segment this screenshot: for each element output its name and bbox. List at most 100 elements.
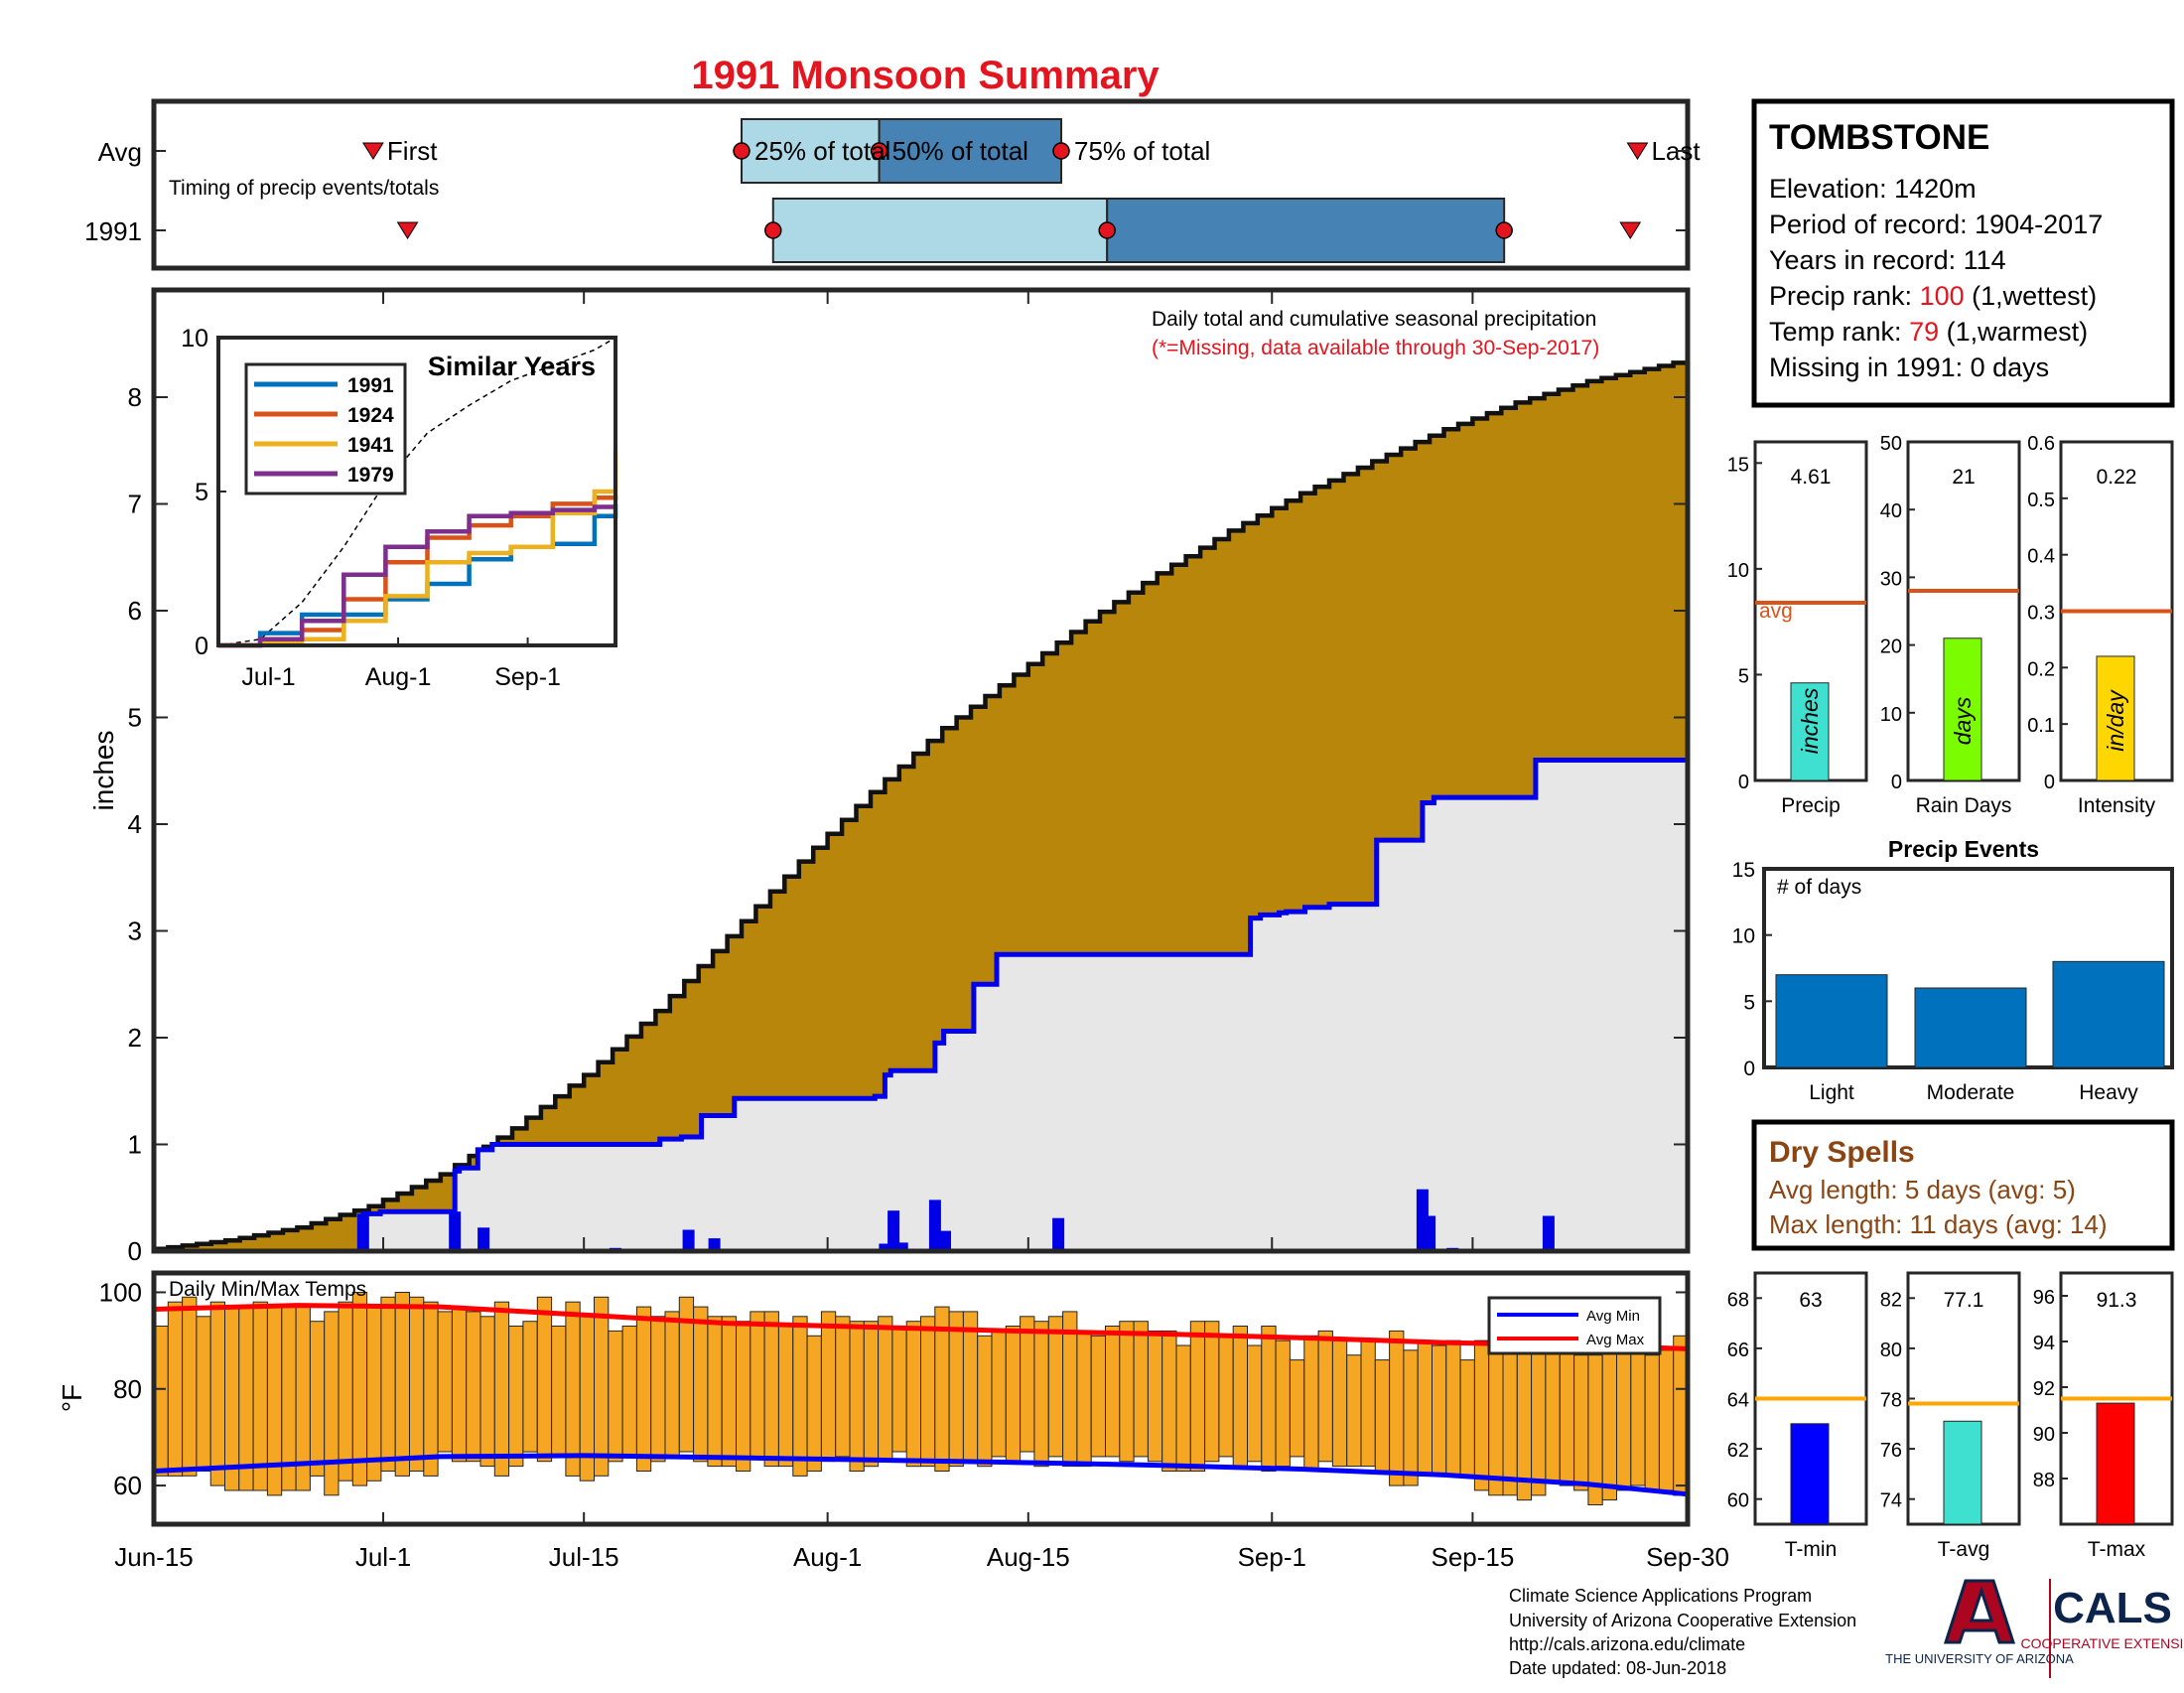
temp-range-bar (1062, 1311, 1078, 1468)
temp-range-bar (650, 1316, 666, 1463)
temp-stat-y-tick-label: 80 (1880, 1340, 1902, 1361)
timing-triangle-first (396, 221, 419, 239)
stat-value-intensity: 0.22 (2097, 466, 2137, 489)
events-y-tick-label: 15 (1732, 859, 1755, 882)
temp-legend: Avg Min Avg Max (1487, 1296, 1662, 1355)
temp-range-bar (1360, 1340, 1376, 1468)
footer-line-1: Climate Science Applications Program (1509, 1586, 1812, 1606)
cals-logo: CALS COOPERATIVE EXTENSION (2021, 1584, 2184, 1651)
temp-stat-y-tick-label: 62 (1727, 1440, 1749, 1462)
temp-range-bar (1473, 1340, 1490, 1491)
temp-range-bar (1432, 1344, 1447, 1477)
temp-stat-value-tmin: 63 (1799, 1289, 1822, 1312)
temp-range-bar (479, 1316, 495, 1468)
year-cumulative-line (154, 758, 1688, 1254)
temp-range-bar (1644, 1354, 1660, 1491)
footer-line-4: Date updated: 08-Jun-2018 (1509, 1658, 1726, 1678)
stat-unit-raindays: days (1950, 696, 1976, 745)
temp-range-bar (1346, 1354, 1362, 1468)
station-elevation: Elevation: 1420m (1769, 174, 1977, 204)
temp-range-bar (891, 1326, 907, 1453)
station-name: TOMBSTONE (1769, 118, 1989, 157)
stat-value-precip: 4.61 (1791, 466, 1832, 489)
temp-y-tick-label: 100 (99, 1277, 142, 1307)
temp-range-bar (1133, 1321, 1149, 1458)
temp-range-bar (1289, 1359, 1305, 1458)
stat-y-tick-label: 15 (1727, 454, 1749, 476)
timing-row-label-avg: Avg (98, 137, 142, 167)
temp-stat-label-tavg: T-avg (1938, 1538, 1990, 1561)
timing-marker-p75 (1052, 142, 1070, 160)
temp-stat-label-tmin: T-min (1785, 1538, 1838, 1561)
date-tick-label: Aug-15 (987, 1542, 1070, 1572)
temp-range-bar (1275, 1340, 1291, 1468)
temp-range-bar (238, 1306, 254, 1491)
temp-range-bar (1020, 1316, 1035, 1453)
daily-precip-bar (895, 1242, 908, 1251)
timing-marker-p50 (1098, 221, 1116, 239)
temp-range-bar (1303, 1335, 1319, 1473)
temp-range-bar (338, 1301, 353, 1481)
temp-range-bar (224, 1306, 240, 1491)
temp-range-bar (394, 1292, 411, 1477)
station-missing: Missing in 1991: 0 days (1769, 353, 2049, 382)
temp-y-tick-label: 60 (113, 1471, 142, 1500)
temp-range-bar (182, 1296, 198, 1477)
timing-row-label-year: 1991 (84, 216, 142, 246)
temp-range-bar (1658, 1349, 1675, 1491)
temp-stat-y-tick-label: 68 (1727, 1289, 1749, 1311)
temp-range-bar (1459, 1359, 1475, 1477)
stat-bar-raindays (1943, 637, 1982, 781)
daily-precip-bar (449, 1211, 462, 1251)
events-y-tick-label: 0 (1743, 1058, 1755, 1080)
station-temp-rank: Temp rank: 79 (1,warmest) (1769, 317, 2088, 347)
inset-title: Similar Years (428, 352, 596, 381)
temp-range-bar (1232, 1326, 1248, 1468)
temp-stat-y-tick-label: 94 (2033, 1333, 2055, 1354)
temp-range-bar (621, 1326, 637, 1458)
season-stats-panels: 0 5 10 15 4.61 inches Precip avg 0 10 20 30 40 50 21 da… (1727, 433, 2174, 817)
temp-range-bar (1005, 1326, 1022, 1463)
temp-range-bar (635, 1306, 652, 1472)
temp-stat-y-tick-label: 60 (1727, 1490, 1749, 1512)
temp-range-bar (820, 1311, 837, 1463)
main-y-axis-label: inches (88, 731, 119, 811)
date-tick-label: Aug-1 (793, 1542, 862, 1572)
temp-range-bar (1601, 1349, 1617, 1501)
temp-range-bar (1317, 1330, 1333, 1463)
stat-avg-label: avg (1759, 600, 1793, 623)
main-y-tick-label: 4 (128, 809, 142, 839)
timing-triangle-last (1619, 221, 1642, 239)
temp-range-bar (763, 1311, 779, 1468)
events-y-label: # of days (1777, 876, 1861, 899)
main-y-tick-label: 7 (128, 490, 142, 519)
temp-stat-y-tick-label: 82 (1880, 1289, 1902, 1311)
temp-stat-bar-tmax (2096, 1402, 2135, 1525)
main-y-tick-label: 8 (128, 382, 142, 412)
temp-range-bar (1033, 1321, 1049, 1468)
temp-range-bar (693, 1306, 709, 1463)
temp-stat-value-tavg: 77.1 (1944, 1289, 1984, 1312)
stat-unit-intensity: in/day (2103, 689, 2128, 752)
inset-legend-label: 1979 (347, 464, 394, 487)
main-y-tick-label: 5 (128, 703, 142, 733)
year-cumulative-area (154, 760, 1688, 1251)
temp-range-bar (863, 1321, 880, 1468)
daily-precip-bar (708, 1238, 721, 1251)
timing-triangle-last (1626, 142, 1649, 160)
ua-logo-text: THE UNIVERSITY OF ARIZONA (1885, 1651, 2074, 1666)
events-bar-moderate (1914, 987, 2027, 1068)
temp-range-bar (437, 1311, 453, 1453)
date-axis-labels: Jun-15 Jul-1 Jul-15 Aug-1 Aug-15 Sep-1 Sep-15 S… (114, 1542, 1729, 1572)
temp-range-bar (565, 1301, 581, 1477)
date-tick-label: Jun-15 (114, 1542, 194, 1572)
temp-y-axis-label: °F (57, 1384, 87, 1412)
timing-caption: Timing of precip events/totals (169, 177, 439, 200)
footer-line-3: http://cals.arizona.edu/climate (1509, 1634, 1745, 1654)
temp-range-bar (1488, 1344, 1504, 1496)
inset-series-1979 (218, 504, 615, 648)
date-tick-label: Sep-1 (1238, 1542, 1306, 1572)
temp-range-bar (351, 1292, 368, 1486)
